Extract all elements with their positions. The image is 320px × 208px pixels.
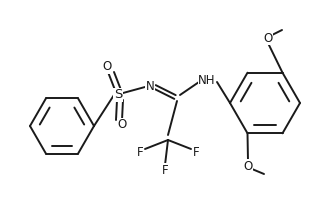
Text: O: O [102,61,112,73]
Text: F: F [193,146,199,158]
Text: NH: NH [198,73,216,87]
Text: O: O [263,31,273,45]
Text: O: O [244,160,252,172]
Text: F: F [137,146,143,160]
Text: S: S [114,88,122,102]
Text: F: F [162,163,168,177]
Text: O: O [117,119,127,131]
Text: N: N [146,80,154,94]
